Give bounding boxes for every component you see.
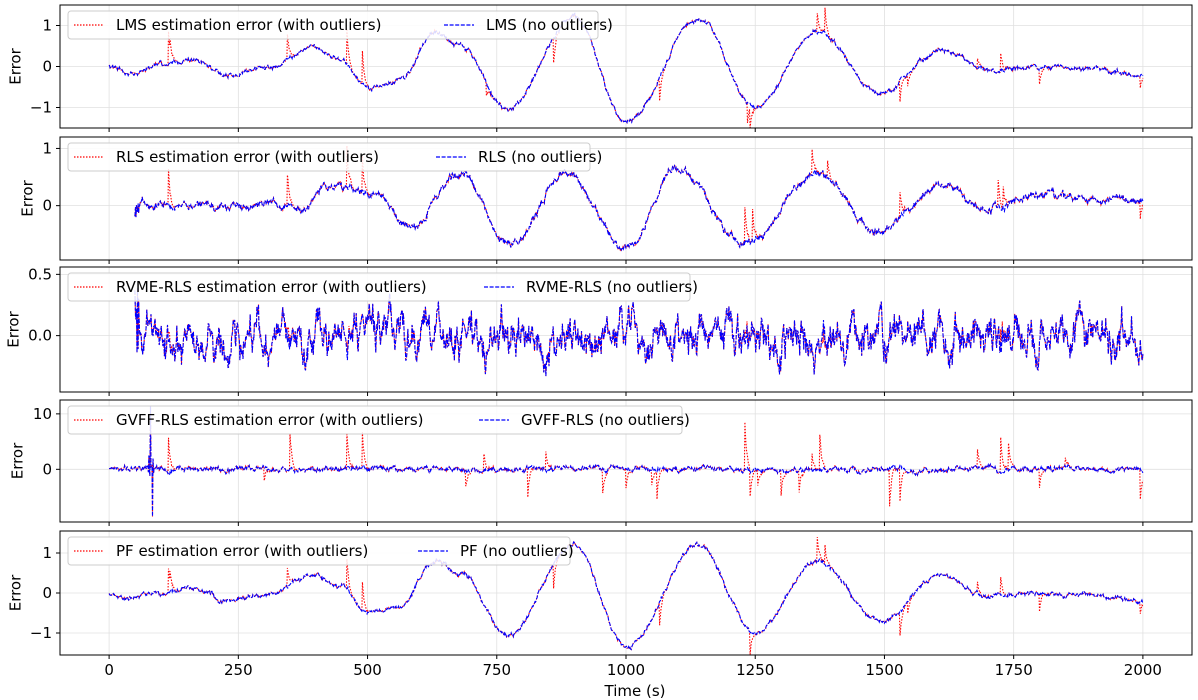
legend-box [67,142,591,172]
legend-label-no-outliers: GVFF-RLS (no outliers) [521,411,690,429]
series-no-outliers [134,164,1144,252]
y-tick-label: 0 [42,584,52,602]
legend-label-with-outliers: GVFF-RLS estimation error (with outliers… [116,411,424,429]
legend-label-no-outliers: RLS (no outliers) [478,148,602,166]
legend-box [67,536,571,566]
y-axis-label: Error [7,47,25,84]
y-tick-label: 1 [42,17,52,35]
x-tick-label: 750 [482,661,511,679]
y-axis-label: Error [5,310,23,347]
x-tick-label: 1500 [865,661,903,679]
y-axis-label: Error [19,179,37,216]
legend-label-with-outliers: RVME-RLS estimation error (with outliers… [116,278,427,296]
y-tick-label: 1 [42,139,52,157]
y-tick-label: 10 [33,405,52,423]
y-axis-label: Error [9,442,27,479]
x-tick-label: 1000 [607,661,645,679]
series-no-outliers [134,288,1144,377]
x-tick-label: 0 [104,661,114,679]
y-tick-label: −1 [30,99,52,117]
y-tick-label: 0 [42,197,52,215]
legend-label-no-outliers: LMS (no outliers) [486,16,613,34]
subplot-4: 0 10 Error GVFF-RLS estimation error (with … [9,399,1193,526]
legend-label-no-outliers: RVME-RLS (no outliers) [526,278,698,296]
x-axis-label: Time (s) [604,682,666,700]
x-tick-label: 2000 [1124,661,1162,679]
series-no-outliers [108,540,1144,652]
legend-box [67,10,599,40]
x-tick-label: 500 [353,661,382,679]
series-with-outliers [134,145,1144,252]
legend-label-with-outliers: RLS estimation error (with outliers) [116,148,379,166]
legend-box [67,405,683,435]
series-no-outliers [108,12,1144,125]
y-axis-label: Error [7,574,25,611]
legend: PF estimation error (with outliers) PF (n… [67,536,574,566]
y-tick-label: −1 [30,624,52,642]
x-tick-label: 1250 [736,661,774,679]
x-tick-label: 1750 [995,661,1033,679]
y-tick-label: 0.5 [28,265,52,283]
y-tick-label: 1 [42,544,52,562]
subplot-3: 0.0 0.5 Error RVME-RLS estimation error (wi… [5,265,1193,396]
legend-label-no-outliers: PF (no outliers) [460,542,574,560]
legend-label-with-outliers: LMS estimation error (with outliers) [116,16,381,34]
y-tick-label: 0 [42,58,52,76]
legend: LMS estimation error (with outliers) LMS … [67,10,613,40]
legend: RLS estimation error (with outliers) RLS … [67,142,602,172]
x-tick-label: 250 [224,661,253,679]
y-tick-label: 0 [42,460,52,478]
legend: GVFF-RLS estimation error (with outliers… [67,405,690,435]
series-no-outliers [108,405,1144,517]
legend-box [67,272,691,302]
legend: RVME-RLS estimation error (with outliers… [67,272,698,302]
subplot-5: −1 0 1 0 250 500 750 1000 1250 1500 1750 2000 Error T… [7,530,1193,700]
subplot-1: −1 0 1 Error LMS estimation error (with outl… [7,4,1193,132]
subplots: −1 0 1 Error LMS estimation error (with outl… [5,4,1193,700]
legend-label-with-outliers: PF estimation error (with outliers) [116,542,368,560]
subplot-2: 0 1 Error RLS estimation error (with outlie… [19,136,1193,264]
y-tick-label: 0.0 [28,327,52,345]
